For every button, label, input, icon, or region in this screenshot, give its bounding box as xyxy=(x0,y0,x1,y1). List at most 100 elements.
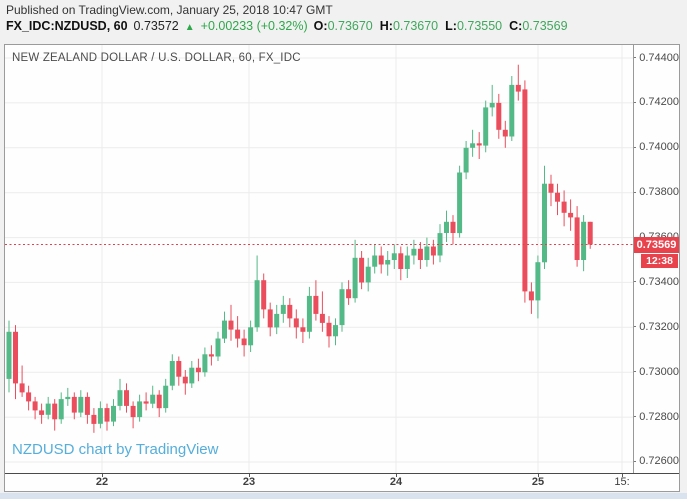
candle-body xyxy=(97,408,103,424)
last-price: 0.73572 xyxy=(133,19,179,33)
candle-body xyxy=(111,405,116,422)
candle-body xyxy=(195,367,201,373)
candle-body xyxy=(202,354,208,373)
candle-body xyxy=(222,320,227,339)
candle-body xyxy=(555,192,560,202)
candle-body xyxy=(515,84,521,92)
candle-body xyxy=(267,309,273,328)
candle-body xyxy=(372,255,378,267)
price-tick-label: 0.72600 xyxy=(634,455,679,468)
candle-body xyxy=(143,401,149,404)
candle-body xyxy=(169,361,175,386)
time-tick-label: 24 xyxy=(389,476,403,488)
time-tick-mark xyxy=(396,474,397,477)
candle-body xyxy=(254,280,260,328)
price-axis[interactable]: 0.73569 12:38 0.74400 0.74200 0.74000 0.738… xyxy=(633,45,679,473)
time-tick-mark xyxy=(102,474,103,477)
time-tick-label: 25 xyxy=(531,476,545,488)
close-label: C: xyxy=(509,19,523,33)
candle-body xyxy=(542,183,547,263)
candle-body xyxy=(463,147,469,173)
time-tick-mark xyxy=(538,474,539,477)
tick-dash xyxy=(634,281,637,283)
candle-body xyxy=(176,361,182,377)
time-axis[interactable]: 22 23 24 25 15: xyxy=(5,473,679,491)
candle-body xyxy=(574,217,580,260)
candle-body xyxy=(124,390,129,406)
candle-body xyxy=(45,403,51,415)
ohlc-values: O:0.73670 H:0.73670 L:0.73550 C:0.73569 xyxy=(314,18,568,35)
candle-body xyxy=(339,289,345,326)
price-tick-label: 0.74000 xyxy=(634,141,679,154)
tick-dash xyxy=(634,57,637,58)
candle-body xyxy=(548,183,554,193)
tick-dash xyxy=(634,146,637,148)
candle-body xyxy=(19,383,25,393)
candle-body xyxy=(333,325,338,337)
candle-body xyxy=(326,322,332,337)
candle-body xyxy=(228,320,234,330)
candle-body xyxy=(424,246,430,260)
candle-body xyxy=(261,280,267,310)
candle-body xyxy=(241,338,247,346)
candle-body xyxy=(319,313,325,323)
header: Published on TradingView.com, January 25… xyxy=(6,2,681,36)
high-value: 0.73670 xyxy=(392,19,439,33)
candle-body xyxy=(300,327,306,332)
candle-body xyxy=(346,289,352,299)
candle-body xyxy=(78,396,84,413)
candle-body xyxy=(561,201,567,213)
candle-body xyxy=(522,89,528,292)
candle-body xyxy=(378,255,384,265)
open-label: O: xyxy=(313,19,328,33)
candle-body xyxy=(26,392,32,402)
candlestick-plot[interactable] xyxy=(5,45,633,473)
candle-body xyxy=(58,399,64,420)
tick-dash xyxy=(634,416,637,418)
time-tick-mark xyxy=(622,474,623,477)
candle-body xyxy=(156,394,162,409)
bar-countdown-badge: 12:38 xyxy=(641,253,678,268)
tick-dash xyxy=(634,101,637,103)
candle-body xyxy=(39,410,45,415)
candle-body xyxy=(293,318,299,328)
candle-body xyxy=(587,221,593,245)
tradingview-watermark[interactable]: NZDUSD chart by TradingView xyxy=(12,441,219,458)
candle-body xyxy=(130,405,136,418)
candle-body xyxy=(450,221,456,233)
candle-body xyxy=(476,143,482,146)
symbol-title: FX_IDC:NZDUSD, 60 xyxy=(6,19,128,33)
published-line: Published on TradingView.com, January 25… xyxy=(6,3,333,17)
time-tick-mark xyxy=(249,474,250,477)
candle-body xyxy=(352,257,358,299)
candle-body xyxy=(137,401,143,418)
time-tick-label: 23 xyxy=(242,476,256,488)
high-label: H: xyxy=(379,19,393,33)
candle-body xyxy=(430,246,436,256)
candle-body xyxy=(411,248,417,256)
price-tick-label: 0.74200 xyxy=(634,96,679,109)
candle-body xyxy=(417,248,423,260)
candle-body xyxy=(444,221,449,233)
low-value: 0.73550 xyxy=(456,19,503,33)
candle-body xyxy=(489,102,495,108)
candle-body xyxy=(235,329,241,339)
candle-body xyxy=(365,266,371,283)
chart-widget[interactable]: NEW ZEALAND DOLLAR / U.S. DOLLAR, 60, FX… xyxy=(4,44,680,492)
price-tick-label: 0.73000 xyxy=(634,365,679,378)
candle-body xyxy=(215,338,221,357)
candle-body xyxy=(248,327,254,346)
time-tick-label: 15: xyxy=(614,476,630,488)
price-tick-label: 0.73200 xyxy=(634,320,679,333)
candle-body xyxy=(306,295,312,332)
price-tick-label: 0.73800 xyxy=(634,186,679,199)
candle-body xyxy=(457,172,463,234)
candle-body xyxy=(91,414,97,424)
candle-body xyxy=(359,257,365,283)
candle-body xyxy=(287,304,293,319)
candle-body xyxy=(496,102,502,130)
tick-dash xyxy=(634,460,637,462)
candle-body xyxy=(84,396,90,415)
candle-body xyxy=(6,331,12,379)
